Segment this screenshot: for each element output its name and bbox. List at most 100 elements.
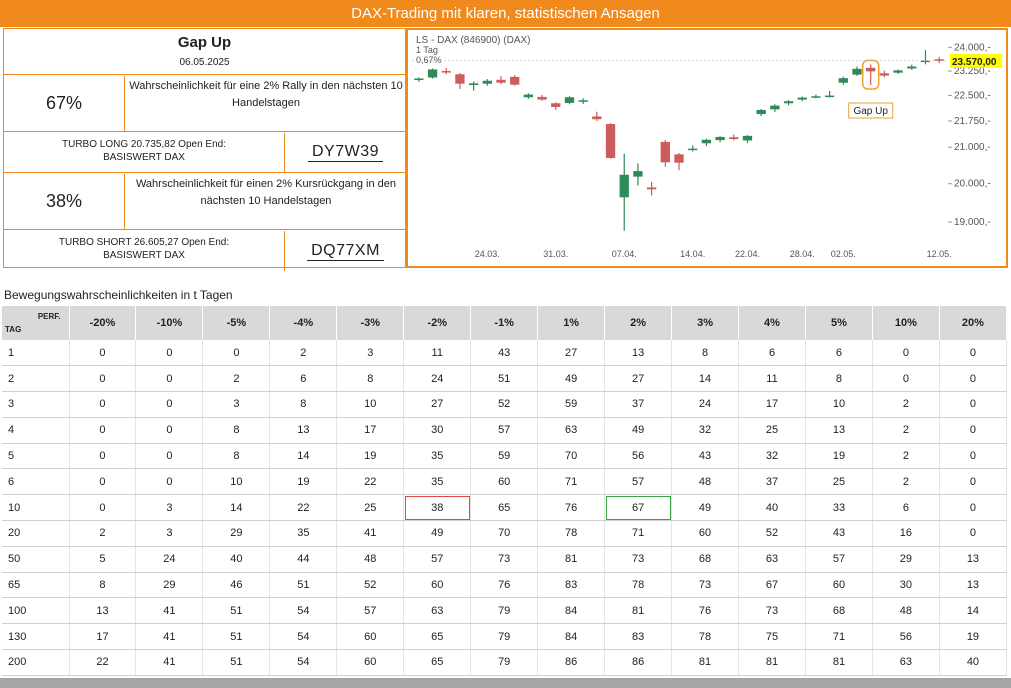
table-cell: 5: [69, 546, 137, 573]
table-cell: 43: [470, 340, 539, 367]
table-row: 3 0 0 3 8 10 27 52 59 37 24 17 10 2 0: [2, 391, 1008, 418]
corner-header: PERF. TAG: [2, 306, 70, 340]
table-cell: 83: [604, 623, 673, 651]
table-cell: 56: [604, 443, 673, 470]
table-cell: 76: [671, 597, 740, 625]
table-cell: 43: [671, 443, 740, 470]
table-cell: 2: [269, 340, 338, 367]
table-cell: 51: [470, 365, 539, 393]
table-cell: 10: [336, 391, 405, 418]
table-cell: 79: [470, 597, 539, 625]
table-cell: 38: [403, 494, 472, 522]
column-header: -2%: [403, 306, 472, 340]
table-cell: 8: [69, 572, 137, 599]
table-cell: 41: [336, 520, 405, 547]
table-cell: 68: [671, 546, 740, 573]
candle-body: [811, 96, 821, 98]
table-cell: 29: [135, 572, 204, 599]
table-cell: 73: [604, 546, 673, 573]
table-cell: 6: [805, 340, 873, 367]
table-row: 200 22 41 51 54 60 65 79 86 86 81 81 81 63 40: [2, 649, 1008, 676]
table-cell: 14: [939, 597, 1008, 625]
table-cell: 81: [671, 649, 740, 676]
candle-body: [934, 59, 944, 61]
table-cell: 83: [537, 572, 606, 599]
table-cell: 56: [872, 623, 940, 651]
row-tag: 200: [2, 649, 70, 676]
table-cell: 63: [537, 417, 606, 444]
table-cell: 0: [939, 391, 1008, 418]
table-cell: 0: [69, 443, 137, 470]
table-cell: 2: [872, 468, 940, 496]
gap-up-label-box: [848, 102, 894, 119]
candlestick-chart: 24.000,- 23.250,- 22.500,- 21.750,- 21.000,-…: [412, 35, 1002, 259]
table-cell: 14: [671, 365, 740, 393]
table-row: 20 2 3 29 35 41 49 70 78 71 60 52 43 16 0: [2, 520, 1008, 547]
table-cell: 0: [135, 391, 204, 418]
candle-body: [551, 103, 561, 107]
signal-panel: Gap Up 06.05.2025 67% Wahrscheinlichkeit…: [3, 28, 406, 271]
y-tick-label: 22.500,-: [954, 91, 991, 102]
turbo-long-wkn-link[interactable]: DY7W39: [307, 143, 384, 162]
table-cell: 52: [470, 391, 539, 418]
column-header: 20%: [939, 306, 1008, 340]
table-cell: 52: [738, 520, 806, 547]
table-cell: 59: [537, 391, 606, 418]
table-cell: 32: [738, 443, 806, 470]
table-cell: 68: [805, 597, 873, 625]
row-tag: 4: [2, 417, 70, 444]
table-cell: 40: [738, 494, 806, 522]
table-cell: 37: [604, 391, 673, 418]
table-cell: 60: [336, 623, 405, 651]
table-cell: 57: [403, 546, 472, 573]
table-cell: 0: [135, 417, 204, 444]
table-cell: 81: [738, 649, 806, 676]
candle-body: [523, 94, 534, 98]
table-row: 10 0 3 14 22 25 38 65 76 67 49 40 33 6 0: [2, 494, 1008, 522]
table-cell: 57: [604, 468, 673, 496]
long-probability-row: 67% Wahrscheinlichkeit für eine 2% Rally…: [4, 76, 405, 132]
table-cell: 49: [604, 417, 673, 444]
signal-header: Gap Up 06.05.2025: [4, 29, 405, 75]
turbo-long-wkn[interactable]: DY7W39: [286, 133, 405, 172]
column-header: -5%: [202, 306, 271, 340]
table-cell: 0: [939, 443, 1008, 470]
table-cell: 27: [604, 365, 673, 393]
table-row: 5 0 0 8 14 19 35 59 70 56 43 32 19 2 0: [2, 443, 1008, 470]
column-header: 3%: [671, 306, 740, 340]
table-cell: 51: [202, 623, 271, 651]
table-cell: 76: [537, 494, 606, 522]
x-tick-label: 12.05.: [927, 249, 952, 259]
table-cell: 76: [470, 572, 539, 599]
table-cell: 0: [939, 468, 1008, 496]
long-probability: 67%: [4, 76, 125, 131]
bottom-bar: [0, 678, 1011, 688]
x-tick-label: 31.03.: [543, 249, 568, 259]
table-cell: 0: [939, 494, 1008, 522]
table-cell: 60: [403, 572, 472, 599]
row-tag: 100: [2, 597, 70, 625]
table-cell: 13: [805, 417, 873, 444]
table-cell: 2: [69, 520, 137, 547]
turbo-short-wkn[interactable]: DQ77XM: [286, 231, 405, 271]
candle-body: [674, 154, 684, 163]
chart-change: 0,67%: [416, 55, 442, 65]
table-cell: 78: [671, 623, 740, 651]
table-title: Bewegungswahrscheinlichkeiten in t Tagen: [4, 288, 233, 302]
table-cell: 51: [269, 572, 338, 599]
table-cell: 60: [671, 520, 740, 547]
corner-tag-label: TAG: [5, 325, 22, 334]
x-tick-label: 02.05.: [831, 249, 856, 259]
table-cell: 67: [738, 572, 806, 599]
table-row: 65 8 29 46 51 52 60 76 83 78 73 67 60 30 13: [2, 572, 1008, 599]
table-cell: 84: [537, 597, 606, 625]
table-cell: 30: [872, 572, 940, 599]
table-cell: 59: [470, 443, 539, 470]
turbo-short-wkn-link[interactable]: DQ77XM: [307, 242, 384, 261]
table-cell: 6: [872, 494, 940, 522]
table-row: 50 5 24 40 44 48 57 73 81 73 68 63 57 29 13: [2, 546, 1008, 573]
column-header: 4%: [738, 306, 806, 340]
table-cell: 3: [202, 391, 271, 418]
table-cell: 54: [269, 649, 338, 676]
turbo-short-row: TURBO SHORT 26.605,27 Open End: BASISWER…: [4, 231, 405, 271]
